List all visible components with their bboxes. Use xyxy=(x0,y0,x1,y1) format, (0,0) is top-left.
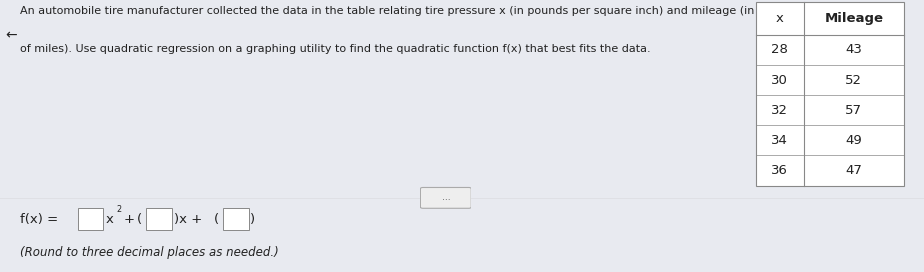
Text: +: + xyxy=(124,213,135,225)
Text: 36: 36 xyxy=(772,164,788,177)
Text: (Round to three decimal places as needed.): (Round to three decimal places as needed… xyxy=(20,246,279,259)
FancyBboxPatch shape xyxy=(420,187,471,208)
Text: 52: 52 xyxy=(845,73,862,86)
Text: f(x) =: f(x) = xyxy=(20,213,58,225)
Text: x: x xyxy=(105,213,114,225)
Text: )x +: )x + xyxy=(174,213,202,225)
Text: of miles). Use quadratic regression on a graphing utility to find the quadratic : of miles). Use quadratic regression on a… xyxy=(20,44,650,54)
Text: 34: 34 xyxy=(772,134,788,147)
Text: 49: 49 xyxy=(845,134,862,147)
Bar xyxy=(756,2,904,186)
Text: 47: 47 xyxy=(845,164,862,177)
Text: 32: 32 xyxy=(772,104,788,117)
Text: 57: 57 xyxy=(845,104,862,117)
Text: An automobile tire manufacturer collected the data in the table relating tire pr: An automobile tire manufacturer collecte… xyxy=(20,6,816,16)
Text: ...: ... xyxy=(442,193,450,202)
Text: (: ( xyxy=(137,213,142,225)
Text: Mileage: Mileage xyxy=(824,12,883,25)
Text: 43: 43 xyxy=(845,43,862,56)
Text: 30: 30 xyxy=(772,73,788,86)
Bar xyxy=(223,208,249,230)
Bar xyxy=(78,208,103,230)
Text: 28: 28 xyxy=(772,43,788,56)
Text: (: ( xyxy=(214,213,220,225)
Text: 2: 2 xyxy=(116,205,122,214)
Text: x: x xyxy=(776,12,784,25)
Text: ←: ← xyxy=(6,29,18,43)
Bar xyxy=(146,208,172,230)
Text: ): ) xyxy=(250,213,256,225)
